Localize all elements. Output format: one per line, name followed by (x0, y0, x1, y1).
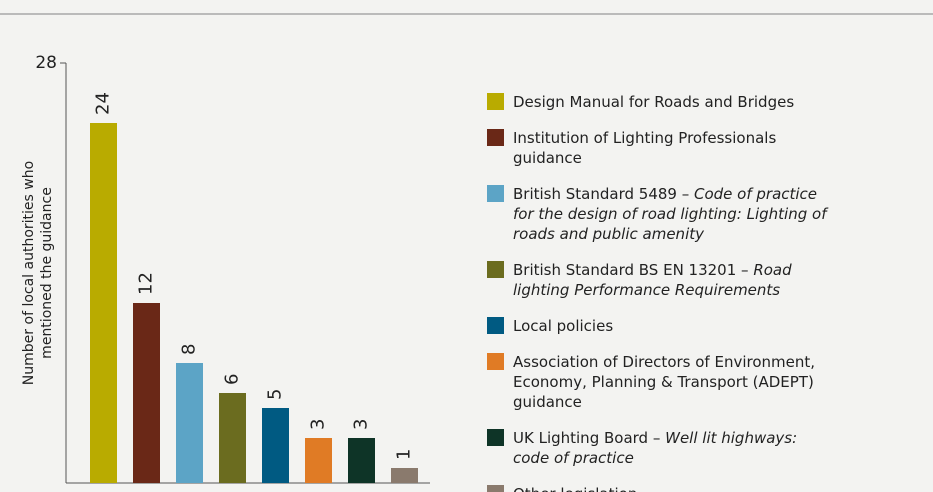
bar (348, 438, 375, 483)
bar (262, 408, 289, 483)
legend-swatch (487, 185, 504, 202)
value-label: 8 (179, 344, 200, 355)
legend-item: UK Lighting Board – Well lit highways: c… (487, 428, 847, 468)
bar (391, 468, 418, 483)
value-label: 1 (394, 449, 415, 460)
legend-item: Association of Directors of Environment,… (487, 352, 847, 412)
legend-swatch (487, 485, 504, 492)
legend-label: British Standard BS EN 13201 – Road ligh… (513, 261, 792, 299)
y-axis-label: Number of local authorities who mentione… (21, 160, 55, 386)
legend-swatch (487, 429, 504, 446)
bar (305, 438, 332, 483)
bar (176, 363, 203, 483)
legend-label: Local policies (513, 317, 614, 335)
legend-swatch (487, 261, 504, 278)
legend-swatch (487, 129, 504, 146)
legend-item: British Standard BS EN 13201 – Road ligh… (487, 260, 847, 300)
value-label: 3 (308, 419, 329, 430)
legend-item: Local policies (487, 316, 847, 336)
legend-item: Other legislation (487, 484, 847, 492)
legend-label: Institution of Lighting Professionals gu… (513, 129, 777, 167)
legend-item: British Standard 5489 – Code of practice… (487, 184, 847, 244)
legend-label: Other legislation (513, 484, 833, 492)
legend-label: British Standard 5489 – Code of practice… (513, 185, 827, 243)
legend-label: Association of Directors of Environment,… (513, 353, 816, 411)
legend-label: Design Manual for Roads and Bridges (513, 93, 795, 111)
value-label: 6 (222, 374, 243, 385)
value-label: 5 (265, 389, 286, 400)
value-label: 12 (136, 272, 157, 295)
legend-item: Design Manual for Roads and Bridges (487, 92, 847, 112)
bar (90, 123, 117, 483)
value-label: 24 (93, 92, 114, 115)
bar (219, 393, 246, 483)
legend-swatch (487, 317, 504, 334)
legend-swatch (487, 93, 504, 110)
legend-label: UK Lighting Board – Well lit highways: c… (513, 429, 798, 467)
legend-swatch (487, 353, 504, 370)
legend: Design Manual for Roads and Bridges Insti… (487, 92, 847, 492)
value-label: 3 (351, 419, 372, 430)
y-tick-label: 28 (35, 53, 57, 73)
legend-item: Institution of Lighting Professionals gu… (487, 128, 847, 168)
bar (133, 303, 160, 483)
